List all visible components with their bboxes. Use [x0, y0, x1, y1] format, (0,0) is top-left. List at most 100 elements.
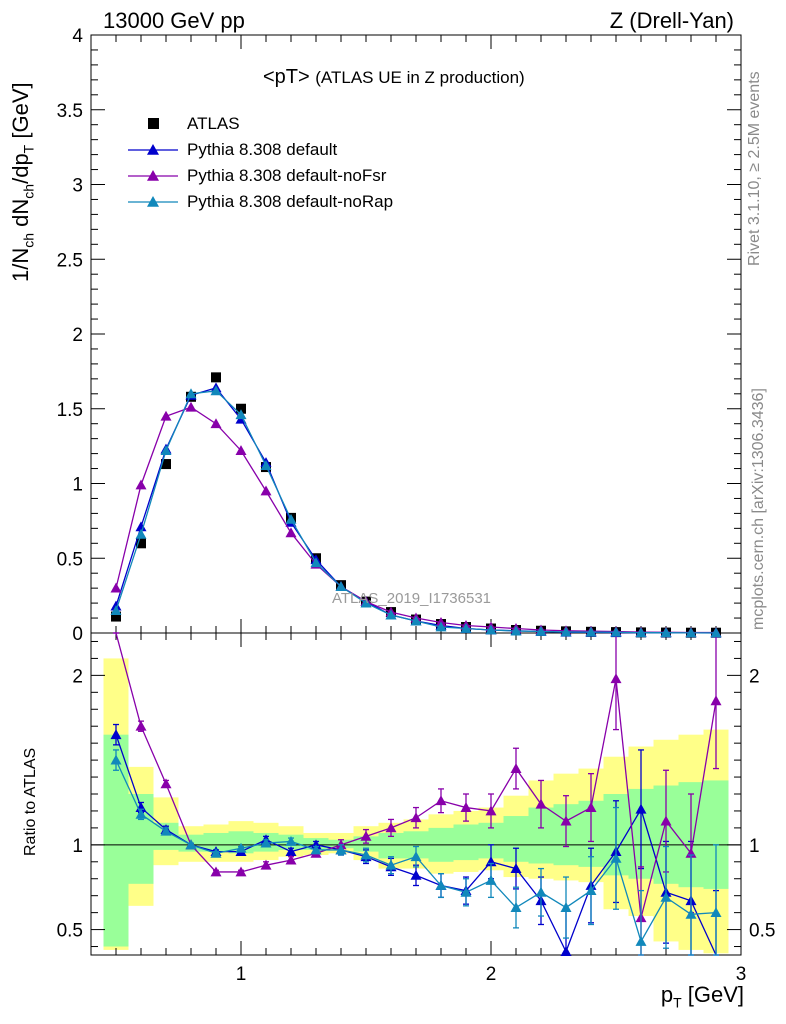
- ratio-point-norap: [310, 844, 322, 855]
- point-norap: [610, 626, 622, 637]
- ratio-tick-label: 1: [749, 836, 760, 857]
- ratio-y-axis-label: Ratio to ATLAS: [22, 747, 39, 856]
- point-norap: [135, 528, 147, 539]
- y-tick-label: 1.5: [57, 400, 83, 421]
- y-tick-label: 0: [72, 624, 83, 645]
- x-axis-label: pT [GeV]: [660, 982, 744, 1011]
- legend-marker-0: [147, 144, 159, 155]
- ratio-tick-label: 2: [749, 666, 760, 687]
- ratio-point-default: [410, 869, 422, 880]
- point-norap: [435, 621, 447, 632]
- point-nofsr: [110, 582, 122, 593]
- ratio-point-norap: [660, 891, 672, 902]
- ratio-point-norap: [285, 835, 297, 846]
- ratio-point-nofsr: [285, 854, 297, 865]
- ratio-point-norap: [485, 874, 497, 885]
- band-green: [228, 831, 254, 854]
- ratio-point-norap: [610, 852, 622, 863]
- band-green: [378, 832, 404, 859]
- rivet-label: Rivet 3.1.10, ≥ 2.5M events: [746, 71, 763, 266]
- ratio-point-nofsr: [435, 795, 447, 806]
- ratio-point-nofsr: [235, 866, 247, 877]
- atlas-point: [236, 403, 246, 414]
- ratio-point-norap: [260, 837, 272, 848]
- ratio-uncertainty-bands: [103, 658, 729, 954]
- ratio-point-nofsr: [160, 778, 172, 789]
- y-axis-label: 1/Nch dNch/dpT [GeV]: [8, 82, 37, 282]
- point-norap: [285, 513, 297, 524]
- ratio-point-nofsr: [135, 720, 147, 731]
- ratio-point-norap: [135, 808, 147, 819]
- ratio-point-default: [110, 729, 122, 740]
- ratio-point-norap: [585, 885, 597, 895]
- ratio-point-norap: [235, 842, 247, 853]
- x-tick-label: 1: [236, 964, 247, 985]
- ratio-point-norap: [410, 851, 422, 862]
- ratio-point-norap: [510, 902, 522, 912]
- legend-label-atlas: ATLAS: [187, 114, 240, 133]
- y-tick-label: 2: [72, 325, 83, 346]
- legend-marker-2: [147, 196, 159, 207]
- ratio-point-norap: [335, 844, 347, 855]
- point-norap: [460, 623, 472, 633]
- legend-marker-atlas: [148, 118, 159, 129]
- ratio-point-nofsr: [535, 798, 547, 809]
- ratio-point-default: [635, 803, 647, 814]
- point-norap: [110, 605, 122, 615]
- point-norap: [585, 626, 597, 637]
- ratio-point-nofsr: [610, 673, 622, 684]
- ratio-point-norap: [360, 849, 372, 860]
- point-nofsr: [210, 418, 222, 429]
- point-nofsr: [285, 527, 297, 538]
- point-norap: [310, 557, 322, 568]
- ratio-tick-label: 0.5: [749, 921, 775, 942]
- point-default: [135, 521, 147, 532]
- point-norap: [360, 597, 372, 608]
- point-nofsr: [235, 445, 247, 456]
- ratio-point-nofsr: [485, 805, 497, 816]
- ratio-point-nofsr: [510, 763, 522, 773]
- point-norap: [410, 615, 422, 626]
- ratio-point-norap: [385, 859, 397, 870]
- legend-marker-1: [147, 170, 159, 181]
- ratio-point-default: [560, 946, 572, 957]
- ratio-point-nofsr: [385, 822, 397, 833]
- point-norap: [535, 626, 547, 636]
- point-norap: [235, 409, 247, 420]
- ratio-point-default: [510, 863, 522, 873]
- point-norap: [685, 627, 697, 638]
- atlas-point: [111, 611, 121, 622]
- data-series: [110, 372, 722, 957]
- ratio-point-norap: [635, 935, 647, 946]
- point-nofsr: [185, 401, 197, 412]
- legend-label-norap: Pythia 8.308 default-noRap: [187, 192, 394, 211]
- point-nofsr: [260, 485, 272, 496]
- ratio-point-nofsr: [710, 695, 722, 706]
- title-sub: (ATLAS UE in Z production): [315, 68, 525, 87]
- point-nofsr: [160, 410, 172, 421]
- y-tick-label: 2.5: [57, 250, 83, 271]
- point-norap: [660, 627, 672, 638]
- ratio-point-nofsr: [210, 866, 222, 877]
- ratio-point-norap: [185, 839, 197, 850]
- point-norap: [560, 626, 572, 637]
- point-norap: [335, 581, 347, 592]
- legend-markers: [128, 118, 178, 207]
- ratio-point-norap: [560, 902, 572, 912]
- band-green: [353, 836, 379, 852]
- point-nofsr: [135, 479, 147, 490]
- y-tick-label: 0.5: [57, 549, 83, 570]
- title-main: <pT>: [263, 66, 310, 88]
- ratio-point-norap: [685, 908, 697, 919]
- point-norap: [510, 625, 522, 636]
- ratio-point-norap: [435, 880, 447, 890]
- ratio-point-nofsr: [585, 802, 597, 812]
- ratio-point-norap: [535, 886, 547, 897]
- atlas-point: [211, 372, 221, 383]
- analysis-watermark: ATLAS_2019_I1736531: [332, 590, 492, 607]
- x-tick-label: 2: [486, 964, 497, 985]
- ratio-point-norap: [110, 754, 122, 765]
- ratio-point-nofsr: [460, 802, 472, 812]
- point-norap: [185, 388, 197, 399]
- ratio-point-norap: [460, 886, 472, 897]
